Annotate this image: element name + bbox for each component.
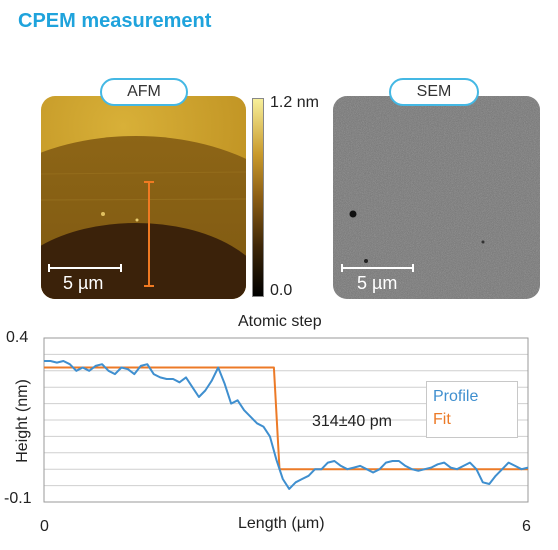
legend-entry-fit: Fit bbox=[433, 411, 451, 428]
legend-entry-profile: Profile bbox=[433, 388, 479, 405]
afm-label-pill: AFM bbox=[100, 78, 188, 106]
sem-map bbox=[333, 96, 540, 299]
chart-title: Atomic step bbox=[238, 313, 322, 330]
afm-scalebar-label: 5 µm bbox=[63, 273, 104, 293]
sem-label-pill: SEM bbox=[389, 78, 479, 106]
plot-frame bbox=[43, 337, 529, 503]
x-axis-label: Length (µm) bbox=[238, 515, 325, 532]
y-tick-bottom: -0.1 bbox=[4, 490, 32, 507]
page-title: CPEM measurement bbox=[18, 10, 212, 32]
sem-image: 5 µm bbox=[333, 96, 540, 299]
series-line-profile bbox=[44, 360, 529, 490]
series-line-fit bbox=[44, 366, 528, 471]
y-tick-top: 0.4 bbox=[6, 329, 29, 346]
afm-image: 5 µm bbox=[41, 96, 246, 299]
step-height-annotation: 314±40 pm bbox=[312, 413, 392, 430]
chart-legend: Profile Fit bbox=[426, 381, 518, 438]
x-tick-end: 6 bbox=[522, 518, 531, 535]
afm-colorbar bbox=[252, 98, 264, 297]
colorbar-min-label: 0.0 bbox=[270, 282, 293, 299]
afm-label: AFM bbox=[127, 83, 161, 100]
sem-label: SEM bbox=[416, 83, 452, 100]
afm-map bbox=[41, 96, 246, 299]
sem-scalebar-label: 5 µm bbox=[357, 273, 398, 293]
x-tick-start: 0 bbox=[40, 518, 49, 535]
colorbar-max-label: 1.2 nm bbox=[270, 94, 319, 111]
